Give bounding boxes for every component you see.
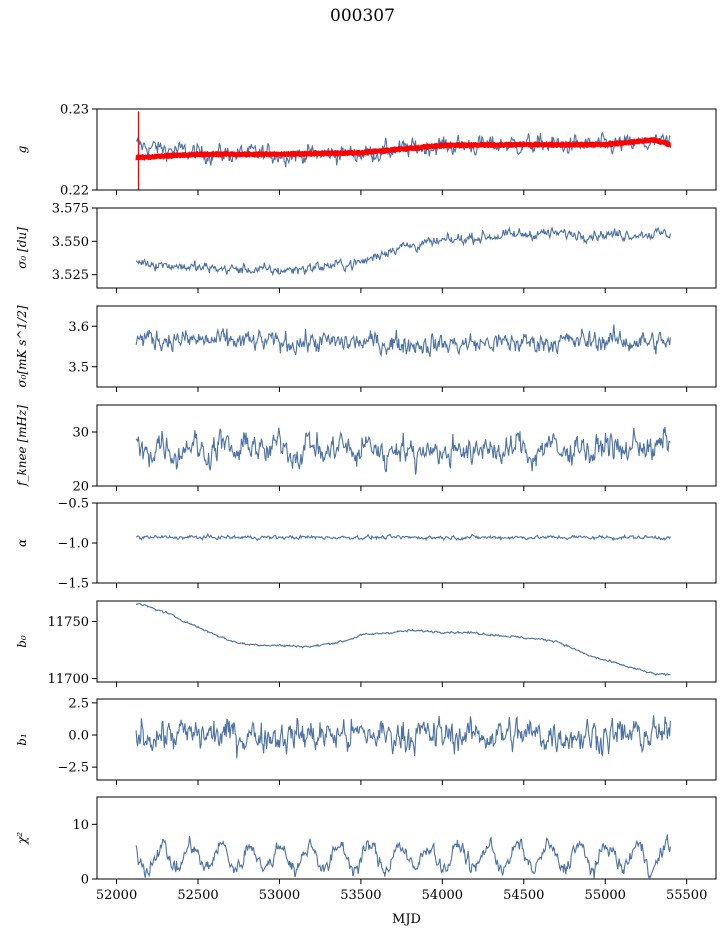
y-tick-label: −1.0 xyxy=(57,537,89,552)
y-tick-label: 20 xyxy=(72,480,89,495)
series-line-sigma0-mk xyxy=(135,324,671,358)
y-tick-label: 30 xyxy=(72,426,89,441)
y-tick-label: 0.0 xyxy=(68,729,89,744)
x-tick-label: 52500 xyxy=(177,888,218,903)
axes-frame-b0 xyxy=(96,600,717,683)
panel-chi2: 0 10 52000 52500 53000 53500 54000 54500 55000 55… xyxy=(15,796,717,903)
axes-frame-fknee xyxy=(96,404,717,487)
y-axis-label: f_knee [mHz] xyxy=(15,405,29,487)
x-tick-label: 52000 xyxy=(96,888,137,903)
y-axis-label: b₁ xyxy=(15,733,29,746)
panel-sigma0-mk: 3.5 3.6 σ₀[mK s^1/2] xyxy=(15,305,717,392)
y-tick-label: −2.5 xyxy=(57,761,89,776)
series-line-b0 xyxy=(135,602,671,677)
overlay-line-g xyxy=(135,137,671,161)
y-axis-label: σ₀ [du] xyxy=(15,227,29,269)
y-tick-label: −1.5 xyxy=(57,577,89,592)
y-axis-label: b₀ xyxy=(15,635,29,648)
y-tick-label: 10 xyxy=(72,818,89,833)
y-tick-label: 11750 xyxy=(48,615,89,630)
y-axis-label: χ² xyxy=(15,832,29,845)
y-tick-label: 0.23 xyxy=(60,103,89,118)
panel-fknee: 20 30 f_knee [mHz] xyxy=(15,404,717,495)
panel-sigma0-du: 3.525 3.550 3.575 σ₀ [du] xyxy=(15,202,717,293)
y-axis-label: α xyxy=(15,539,29,547)
y-tick-label: 3.575 xyxy=(52,202,89,217)
x-tick-label: 54000 xyxy=(422,888,463,903)
figure-title: 000307 xyxy=(330,6,395,26)
y-tick-label: 0 xyxy=(81,873,89,888)
axes-frame-sigma0-du xyxy=(96,207,717,289)
x-tick-label: 53000 xyxy=(259,888,300,903)
panel-g: 0.22 0.23 g xyxy=(15,103,717,199)
y-axis-label: σ₀[mK s^1/2] xyxy=(15,305,29,387)
y-tick-label: 3.525 xyxy=(52,268,89,283)
series-line-b1 xyxy=(135,715,671,759)
y-tick-label: −0.5 xyxy=(57,497,89,512)
panel-alpha: −1.5 −1.0 −0.5 α xyxy=(15,497,717,592)
axes-frame-b1 xyxy=(96,698,717,781)
y-tick-label: 0.22 xyxy=(60,184,89,199)
x-tick-label: 55500 xyxy=(666,888,707,903)
axes-frame-alpha xyxy=(96,502,717,584)
series-line-fknee xyxy=(135,426,671,475)
x-axis-label: MJD xyxy=(392,912,421,927)
y-tick-label: 2.5 xyxy=(68,696,89,711)
series-line-chi2 xyxy=(135,834,671,879)
axes-frame-sigma0-mk xyxy=(96,305,717,388)
y-tick-label: 3.550 xyxy=(52,235,89,250)
series-line-sigma0-du xyxy=(135,226,671,277)
y-axis-label: g xyxy=(15,145,29,153)
x-tick-label: 53500 xyxy=(340,888,381,903)
panel-b1: −2.5 0.0 2.5 b₁ xyxy=(15,696,717,785)
y-tick-label: 11700 xyxy=(48,672,89,687)
y-tick-label: 3.6 xyxy=(68,320,89,335)
y-tick-label: 3.5 xyxy=(68,360,89,375)
axes-frame-chi2 xyxy=(96,796,717,880)
x-tick-label: 54500 xyxy=(503,888,544,903)
x-tick-label: 55000 xyxy=(585,888,626,903)
series-line-alpha xyxy=(135,532,671,542)
axes-frame-g xyxy=(96,108,717,191)
panel-b0: 11700 11750 b₀ xyxy=(15,600,717,687)
